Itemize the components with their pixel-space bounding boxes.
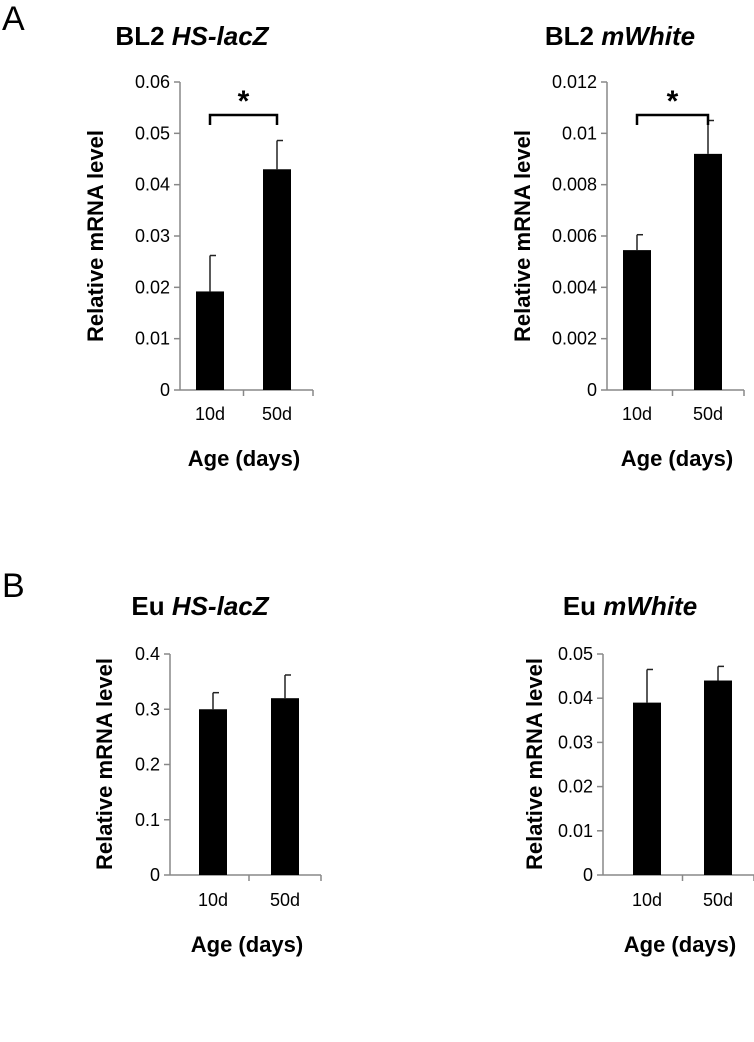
chart-title: BL2 HS-lacZ [115,21,269,51]
x-tick-label: 50d [262,404,292,424]
chart-title-gene: mWhite [601,21,695,51]
chart-2: BL2 mWhite 0 0.002 0.004 0.006 0.008 0.01 0.012… [510,21,745,471]
x-tick-label: 50d [270,890,300,910]
x-axis-label: Age (days) [621,446,733,471]
panel-label-b: B [2,567,25,605]
significance-bracket [208,113,279,125]
chart-title-gene: HS-lacZ [172,21,270,51]
chart-title: Eu HS-lacZ [131,591,269,621]
y-tick-label: 0.05 [558,644,593,664]
x-tick-label: 10d [632,890,662,910]
y-tick-label: 0.03 [135,226,170,246]
significance-bracket [635,113,710,125]
y-axis-label: Relative mRNA level [522,658,547,870]
significance-star: * [667,85,679,118]
bar-10d [196,291,224,390]
bar-10d [633,702,661,875]
bar-50d [263,169,291,390]
bar-50d [704,680,732,875]
x-tick-label: 10d [195,404,225,424]
y-tick-label: 0.4 [135,644,160,664]
bar-10d [623,250,651,390]
chart-title-prefix: BL2 [545,21,601,51]
x-tick-label: 10d [622,404,652,424]
y-tick-label: 0.002 [552,329,597,349]
y-axis-label: Relative mRNA level [83,130,108,342]
y-axis-label: Relative mRNA level [510,130,535,342]
x-tick-label: 50d [693,404,723,424]
x-tick-label: 10d [198,890,228,910]
x-axis-label: Age (days) [191,932,303,957]
chart-title-gene: HS-lacZ [172,591,270,621]
bar-50d [694,153,722,390]
chart-3: Eu HS-lacZ 0 0.1 0.2 0.3 0.4 10d 50d Age (days) R… [92,591,322,957]
y-axis-label: Relative mRNA level [92,658,117,870]
bar-50d [271,698,299,875]
y-tick-label: 0 [587,380,597,400]
chart-title-prefix: Eu [563,591,603,621]
y-tick-label: 0.04 [558,688,593,708]
y-tick-label: 0 [150,865,160,885]
y-tick-label: 0 [583,865,593,885]
chart-4: Eu mWhite 0 0.01 0.02 0.03 0.04 0.05 10d 50d Age … [522,591,754,957]
y-tick-label: 0.01 [135,329,170,349]
bar-10d [199,709,227,875]
chart-title-prefix: BL2 [115,21,171,51]
chart-title-prefix: Eu [131,591,171,621]
chart-title: BL2 mWhite [545,21,695,51]
y-tick-label: 0.3 [135,699,160,719]
charts: BL2 HS-lacZ 0 0.01 0.02 0.03 0.04 0.05 0.06 10d 5… [83,21,754,957]
x-tick-label: 50d [703,890,733,910]
chart-1: BL2 HS-lacZ 0 0.01 0.02 0.03 0.04 0.05 0.06 10d 5… [83,21,314,471]
y-tick-label: 0.06 [135,72,170,92]
x-axis-label: Age (days) [624,932,736,957]
chart-title: Eu mWhite [563,591,697,621]
y-tick-label: 0.006 [552,226,597,246]
y-tick-label: 0.012 [552,72,597,92]
y-tick-label: 0.1 [135,810,160,830]
y-tick-label: 0.01 [562,123,597,143]
y-tick-label: 0.05 [135,123,170,143]
y-tick-label: 0.02 [558,777,593,797]
chart-title-gene: mWhite [603,591,697,621]
y-tick-label: 0.008 [552,175,597,195]
y-tick-label: 0.04 [135,175,170,195]
y-tick-label: 0.01 [558,821,593,841]
panel-label-a: A [2,0,25,38]
x-axis-label: Age (days) [188,446,300,471]
y-tick-label: 0 [160,380,170,400]
y-tick-label: 0.03 [558,732,593,752]
y-tick-label: 0.004 [552,277,597,297]
significance-star: * [238,85,250,118]
y-tick-label: 0.2 [135,755,160,775]
y-tick-label: 0.02 [135,277,170,297]
